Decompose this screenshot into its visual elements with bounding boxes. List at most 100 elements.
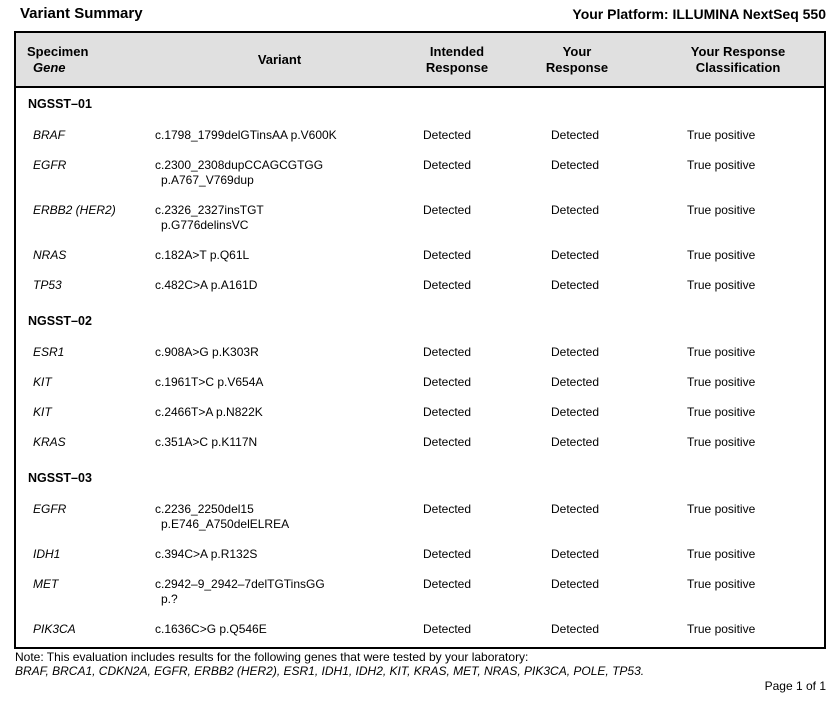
your-response: Detected (551, 502, 600, 516)
variant-row: KRAS c.351A>C p.K117N Detected Detected True… (16, 428, 824, 458)
your-response: Detected (551, 375, 600, 389)
variant-line: p.G776delinsVC (161, 218, 249, 232)
intended-response: Detected (423, 547, 472, 561)
gene-name: ERBB2 (HER2) (33, 203, 116, 217)
variant-summary-table: Specimen Gene Variant Intended Response … (14, 31, 826, 649)
variant-notation: c.182A>T p.Q61L (147, 248, 412, 263)
your-response: Detected (551, 547, 600, 561)
your-response: Detected (551, 248, 600, 262)
report-header: Variant Summary Your Platform: ILLUMINA … (14, 5, 826, 22)
response-classification: True positive (687, 345, 756, 359)
variant-line: p.E746_A750delELREA (161, 517, 290, 531)
response-classification: True positive (687, 547, 756, 561)
intended-response: Detected (423, 278, 472, 292)
response-classification: True positive (687, 622, 756, 636)
gene-name: TP53 (33, 278, 62, 292)
variant-notation: c.1636C>G p.Q546E (147, 622, 412, 637)
intended-response: Detected (423, 622, 472, 636)
variant-row: EGFR c.2300_2308dupCCAGCGTGG p.A767_V769du… (16, 151, 824, 196)
intended-response: Detected (423, 203, 472, 217)
variant-row: ESR1 c.908A>G p.K303R Detected Detected True… (16, 338, 824, 368)
gene-name: IDH1 (33, 547, 61, 561)
specimen-header-label: Specimen (27, 43, 89, 59)
variant-notation: c.2236_2250del15 p.E746_A750delELREA (147, 502, 412, 532)
intended-response: Detected (423, 128, 472, 142)
specimen-group: NGSST–02 ESR1 c.908A>G p.K303R Detected Dete… (16, 313, 824, 458)
specimen-id: NGSST–03 (28, 471, 92, 485)
intended-response: Detected (423, 577, 472, 591)
page-number: Page 1 of 1 (764, 678, 826, 693)
response-classification: True positive (687, 435, 756, 449)
intended-response: Detected (423, 248, 472, 262)
column-header-variant: Variant (257, 51, 302, 67)
variant-row: NRAS c.182A>T p.Q61L Detected Detected True … (16, 241, 824, 271)
your-response: Detected (551, 158, 600, 172)
variant-notation: c.1961T>C p.V654A (147, 375, 412, 390)
your-response: Detected (551, 577, 600, 591)
note-text: Note: This evaluation includes results f… (15, 650, 529, 664)
variant-notation: c.1798_1799delGTinsAA p.V600K (147, 128, 412, 143)
variant-row: IDH1 c.394C>A p.R132S Detected Detected True… (16, 540, 824, 570)
variant-line: p.? (161, 592, 178, 606)
variant-line: c.1961T>C p.V654A (155, 375, 264, 389)
column-header-response-classification: Your Response Classification (690, 43, 786, 75)
variant-line: c.182A>T p.Q61L (155, 248, 250, 262)
variant-line: c.394C>A p.R132S (155, 547, 258, 561)
variant-row: EGFR c.2236_2250del15 p.E746_A750delELREA D… (16, 495, 824, 540)
response-classification: True positive (687, 158, 756, 172)
variant-line: c.2326_2327insTGT (155, 203, 264, 217)
response-classification: True positive (687, 248, 756, 262)
variant-line: c.2466T>A p.N822K (155, 405, 263, 419)
gene-name: ESR1 (33, 345, 65, 359)
variant-notation: c.908A>G p.K303R (147, 345, 412, 360)
intended-response: Detected (423, 345, 472, 359)
variant-notation: c.482C>A p.A161D (147, 278, 412, 293)
platform-label: Your Platform: ILLUMINA NextSeq 550 (572, 6, 826, 22)
specimen-group: NGSST–01 BRAF c.1798_1799delGTinsAA p.V600… (16, 96, 824, 301)
gene-name: KIT (33, 405, 52, 419)
response-classification: True positive (687, 128, 756, 142)
specimen-group: NGSST–03 EGFR c.2236_2250del15 p.E746_A750d… (16, 470, 824, 645)
response-classification: True positive (687, 203, 756, 217)
variant-line: c.908A>G p.K303R (155, 345, 259, 359)
variant-line: c.1636C>G p.Q546E (155, 622, 267, 636)
variant-line: c.2236_2250del15 (155, 502, 254, 516)
column-header-intended-response: Intended Response (425, 43, 489, 75)
intended-response: Detected (423, 405, 472, 419)
variant-notation: c.351A>C p.K117N (147, 435, 412, 450)
table-body: NGSST–01 BRAF c.1798_1799delGTinsAA p.V600… (16, 88, 824, 647)
response-classification: True positive (687, 577, 756, 591)
variant-row: BRAF c.1798_1799delGTinsAA p.V600K Detecte… (16, 121, 824, 151)
table-header-row: Specimen Gene Variant Intended Response … (16, 33, 824, 88)
gene-name: MET (33, 577, 59, 591)
intended-response: Detected (423, 375, 472, 389)
variant-row: ERBB2 (HER2) c.2326_2327insTGT p.G776delin… (16, 196, 824, 241)
column-header-your-response: Your Response (545, 43, 609, 75)
gene-name: PIK3CA (33, 622, 76, 636)
gene-name: EGFR (33, 158, 67, 172)
intended-response: Detected (423, 502, 472, 516)
variant-notation: c.2942–9_2942–7delTGTinsGG p.? (147, 577, 412, 607)
gene-header-label: Gene (33, 59, 66, 75)
variant-line: c.482C>A p.A161D (155, 278, 258, 292)
intended-response: Detected (423, 158, 472, 172)
variant-notation: c.2466T>A p.N822K (147, 405, 412, 420)
variant-line: c.2942–9_2942–7delTGTinsGG (155, 577, 325, 591)
column-header-specimen-gene: Specimen Gene (16, 44, 147, 76)
variant-notation: c.394C>A p.R132S (147, 547, 412, 562)
variant-line: c.351A>C p.K117N (155, 435, 258, 449)
variant-notation: c.2326_2327insTGT p.G776delinsVC (147, 203, 412, 233)
variant-row: KIT c.2466T>A p.N822K Detected Detected True… (16, 398, 824, 428)
your-response: Detected (551, 278, 600, 292)
gene-name: KIT (33, 375, 52, 389)
gene-name: NRAS (33, 248, 67, 262)
variant-row: TP53 c.482C>A p.A161D Detected Detected True… (16, 271, 824, 301)
variant-line: p.A767_V769dup (161, 173, 254, 187)
footer-note: Note: This evaluation includes results f… (15, 650, 826, 693)
variant-row: PIK3CA c.1636C>G p.Q546E Detected Detected T… (16, 615, 824, 645)
gene-name: KRAS (33, 435, 66, 449)
your-response: Detected (551, 128, 600, 142)
response-classification: True positive (687, 278, 756, 292)
gene-name: BRAF (33, 128, 66, 142)
variant-notation: c.2300_2308dupCCAGCGTGG p.A767_V769dup (147, 158, 412, 188)
